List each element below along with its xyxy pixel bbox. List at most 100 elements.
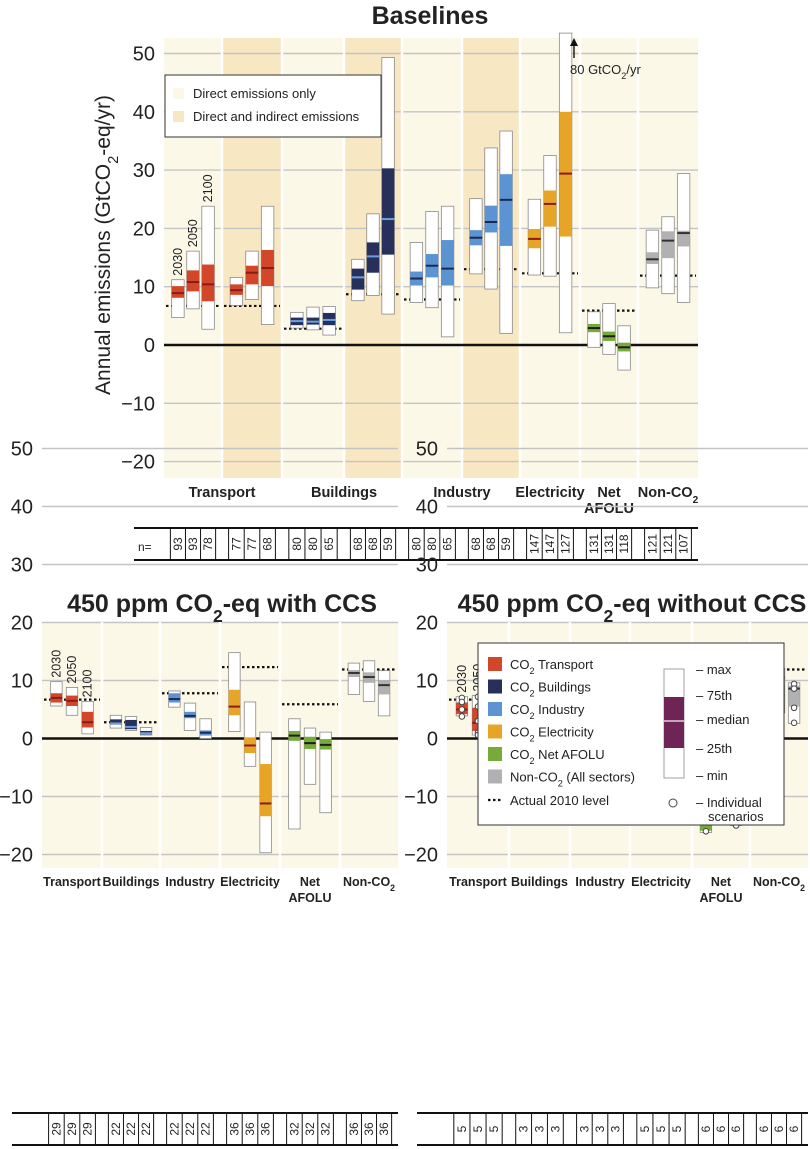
off-scale-annotation: 80 GtCO2/yr <box>570 62 641 81</box>
n-counts: 77 77 68 <box>228 528 276 560</box>
legend-scenario-point <box>668 798 678 808</box>
n-count: 5 <box>638 1125 652 1132</box>
n-counts: 80 80 65 <box>408 528 456 560</box>
n-count: 3 <box>533 1125 547 1132</box>
n-count: 3 <box>548 1125 562 1132</box>
y-tick-label: 0 <box>144 335 155 357</box>
n-count: 80 <box>306 537 320 551</box>
n-count: 68 <box>484 537 498 551</box>
n-count: 36 <box>259 1122 273 1136</box>
n-count: 6 <box>714 1125 728 1132</box>
n-count: 36 <box>347 1122 361 1136</box>
box-iqr <box>201 264 215 302</box>
category-label: Industry <box>165 875 214 889</box>
y-tick-label: 30 <box>133 160 155 182</box>
legend-swatch <box>488 702 502 716</box>
n-count: 78 <box>201 537 215 551</box>
box-iqr <box>484 205 498 233</box>
n-count: 29 <box>81 1122 95 1136</box>
n-count: 6 <box>772 1125 786 1132</box>
n-count: 3 <box>609 1125 623 1132</box>
n-count: 5 <box>471 1125 485 1132</box>
n-counts: 121 121 107 <box>644 528 692 560</box>
category-label: AFOLU <box>288 891 331 905</box>
box-range <box>199 718 212 739</box>
legend-direct-label: Direct emissions only <box>193 86 316 101</box>
n-count: 32 <box>319 1122 333 1136</box>
n-count: 22 <box>124 1122 138 1136</box>
group-background <box>42 622 102 868</box>
box-iqr <box>81 711 94 728</box>
y-tick-label: 0 <box>427 729 438 751</box>
category-label: Transport <box>189 485 256 501</box>
group-background <box>340 622 398 868</box>
legend-box <box>164 74 382 138</box>
n-count: 93 <box>171 537 185 551</box>
y-tick-label: 0 <box>22 729 33 751</box>
scenario-point <box>458 698 466 706</box>
n-count: 5 <box>487 1125 501 1132</box>
n-count: 77 <box>245 537 259 551</box>
year-label: 2100 <box>201 174 215 202</box>
box-iqr <box>125 719 137 730</box>
n-count: 121 <box>645 534 659 554</box>
n-count: 3 <box>577 1125 591 1132</box>
year-label: 2050 <box>65 656 79 684</box>
n-counts: 68 68 59 <box>467 528 515 560</box>
y-tick-label: −10 <box>0 787 33 809</box>
y-tick-label: −20 <box>121 452 155 474</box>
n-count: 131 <box>602 534 616 554</box>
box-iqr <box>110 719 122 725</box>
y-tick-label: 40 <box>133 102 155 124</box>
category-label: Non-CO2 <box>753 875 805 893</box>
n-count: 6 <box>787 1125 801 1132</box>
box-iqr <box>259 764 272 817</box>
n-count: 5 <box>654 1125 668 1132</box>
n-count: 32 <box>287 1122 301 1136</box>
year-label: 2030 <box>171 248 185 276</box>
box-group <box>464 130 518 334</box>
box-range <box>243 701 257 767</box>
n-count: 131 <box>587 534 601 554</box>
panel-title: 450 ppm CO2-eq without CCS <box>458 590 807 626</box>
year-label: 2030 <box>455 665 469 693</box>
legend-individual-label-2: scenarios <box>708 809 764 824</box>
category-label: Net <box>597 485 621 501</box>
box-group <box>162 690 218 739</box>
legend-series-label: CO2 Buildings <box>510 680 591 699</box>
n-counts: 68 68 59 <box>349 528 397 560</box>
box-iqr <box>186 270 200 292</box>
y-tick-label: 50 <box>133 44 155 66</box>
box-range <box>347 662 361 695</box>
box-group <box>166 205 220 330</box>
legend-2010-label: Actual 2010 level <box>510 793 609 808</box>
box-iqr <box>646 252 659 264</box>
legend-box <box>477 642 785 826</box>
box-group <box>284 306 342 336</box>
n-count: 68 <box>351 537 365 551</box>
off-scale-arrowhead <box>570 38 578 46</box>
panel-title: Baselines <box>372 2 489 30</box>
box-iqr <box>661 231 675 259</box>
group-background <box>102 622 160 868</box>
n-label: n= <box>138 540 152 554</box>
box-group <box>404 205 460 338</box>
group-background <box>160 622 220 868</box>
category-label: Industry <box>433 485 490 501</box>
category-label: AFOLU <box>699 891 742 905</box>
legend-swatch <box>488 769 502 784</box>
n-count: 147 <box>527 534 541 554</box>
y-tick-label: −10 <box>121 393 155 415</box>
n-counts: 22 22 22 <box>107 1113 155 1145</box>
n-count: 127 <box>559 534 573 554</box>
n-count: 147 <box>543 534 557 554</box>
n-count: 93 <box>186 537 200 551</box>
box-range <box>303 727 317 785</box>
n-count: 22 <box>167 1122 181 1136</box>
n-counts: 36 36 36 <box>226 1113 274 1145</box>
box-range <box>319 731 332 814</box>
